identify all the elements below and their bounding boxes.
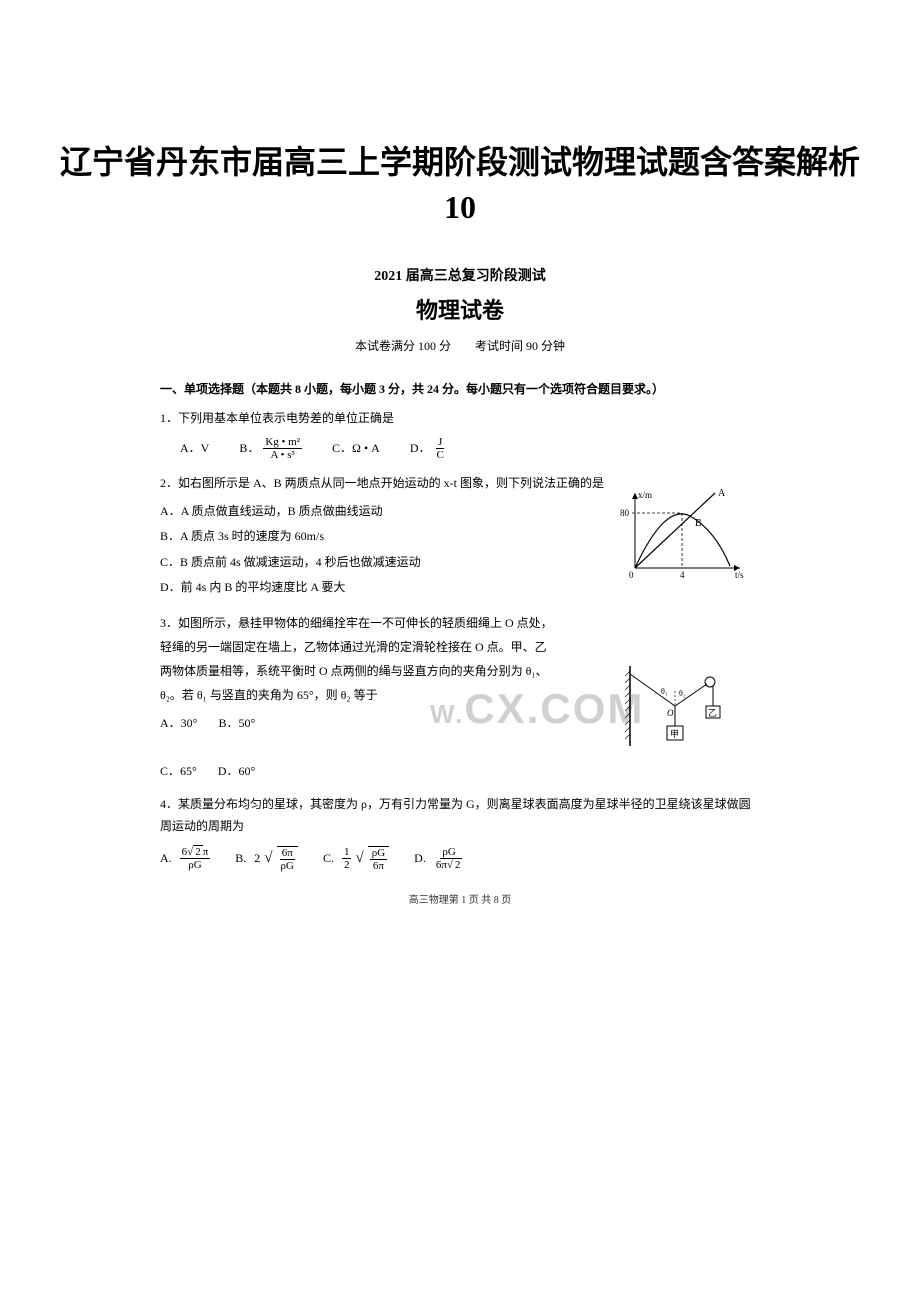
q1-option-d: D． J C [410,436,446,461]
q1-option-a: A．V [180,438,209,460]
q4-optd-den: 6π√2 [434,859,465,871]
q4-optb-frac: 6π ρG [277,846,298,872]
exam-score: 本试卷满分 100 分 [355,339,451,353]
q2-xlabel: t/s [735,570,744,578]
q1-optd-label: D． [410,438,431,460]
q1-optd-num: J [436,436,444,449]
exam-time: 考试时间 90 分钟 [475,339,565,353]
question-4: 4．某质量分布均匀的星球，其密度为 ρ，万有引力常量为 G，则离星球表面高度为星… [160,794,760,872]
q1-optb-fraction: Kg • m² A • s³ [263,436,302,461]
q4-options: A. 6√2π ρG B. 2 √ 6π ρG C. 12 [160,845,760,872]
exam-info: 本试卷满分 100 分 考试时间 90 分钟 [0,337,920,354]
q3-label-o: O [667,708,674,718]
q4-optb-num: 6π [280,847,295,860]
exam-subject: 物理试卷 [0,293,920,325]
q3-theta2: θ₂ [679,689,686,698]
q4-optb-expr: 2 [254,848,260,870]
q2-option-d: D．前 4s 内 B 的平均速度比 A 要大 [160,577,760,599]
q4-opta-label: A. [160,848,172,870]
q4-optc-frac: ρG 6π [368,846,389,872]
q3-theta1: θ₁ [661,687,668,696]
q4-option-c: C. 12 √ ρG 6π [323,845,389,872]
q2-graph: A B 80 4 0 x/m t/s [620,488,750,578]
exam-header: 2021 届高三总复习阶段测试 [0,265,920,285]
q1-optd-fraction: J C [434,436,445,461]
q4-opta-num: 6√2π [180,846,211,859]
q4-optc-half: 12 [342,846,352,871]
q4-optb-label: B. [235,848,246,870]
exam-meta: 2021 届高三总复习阶段测试 物理试卷 本试卷满分 100 分 考试时间 90… [0,265,920,354]
q3-option-c: C．65° [160,764,197,778]
q3-row2: C．65° D．60° [160,761,760,783]
q4-optc-den: 6π [371,860,386,872]
q2-label-a: A [718,488,726,499]
q4-optd-label: D. [414,848,426,870]
q4-optd-frac: ρG 6π√2 [434,846,465,871]
page-title: 辽宁省丹东市届高三上学期阶段测试物理试题含答案解析10 [0,0,920,240]
q4-option-b: B. 2 √ 6π ρG [235,845,298,872]
q1-option-b: B． Kg • m² A • s³ [239,436,302,461]
q4-optb-den: ρG [279,860,296,872]
q2-ylabel: x/m [638,490,652,500]
q1-text: 1．下列用基本单位表示电势差的单位正确是 [160,408,760,430]
q1-options: A．V B． Kg • m² A • s³ C．Ω • A D． J C [160,436,760,461]
q3-option-a: A．30° [160,716,197,730]
q1-optd-den: C [434,449,445,461]
q3-line1: 3．如图所示，悬挂甲物体的细绳拴牢在一不可伸长的轻质细绳上 O 点处， [160,611,760,635]
q4-opta-den: ρG [186,859,203,871]
q4-text: 4．某质量分布均匀的星球，其密度为 ρ，万有引力常量为 G，则离星球表面高度为星… [160,794,760,837]
q3-option-b: B．50° [218,716,255,730]
q1-optb-num: Kg • m² [263,436,302,449]
q4-option-a: A. 6√2π ρG [160,846,210,871]
section1-header: 一、单项选择题（本题共 8 小题，每小题 3 分，共 24 分。每小题只有一个选… [160,379,760,401]
q2-label-b: B [695,518,702,529]
q2-ytick: 80 [620,508,630,518]
q4-opta-frac: 6√2π ρG [180,846,211,871]
q4-optc-label: C. [323,848,334,870]
q3-option-d: D．60° [218,764,255,778]
question-3: 3．如图所示，悬挂甲物体的细绳拴牢在一不可伸长的轻质细绳上 O 点处， 轻绳的另… [160,611,760,782]
content-body: 一、单项选择题（本题共 8 小题，每小题 3 分，共 24 分。每小题只有一个选… [0,379,920,911]
q4-option-d: D. ρG 6π√2 [414,846,464,871]
q1-optb-label: B． [239,438,259,460]
q3-label-j: 甲 [670,729,679,739]
q3-graph: θ₁ θ₂ O 甲 乙 [625,666,735,751]
page-footer: 高三物理第 1 页 共 8 页 [160,892,760,910]
q4-optc-num: ρG [370,847,387,860]
question-2: 2．如右图所示是 A、B 两质点从同一地点开始运动的 x-t 图象，则下列说法正… [160,473,760,599]
q2-xtick: 4 [680,570,685,578]
svg-text:0: 0 [629,570,634,578]
q3-label-y: 乙 [708,708,717,718]
q1-option-c: C．Ω • A [332,438,380,460]
q3-line2: 轻绳的另一端固定在墙上，乙物体通过光滑的定滑轮栓接在 O 点。甲、乙 [160,635,760,659]
q1-optb-den: A • s³ [269,449,297,461]
question-1: 1．下列用基本单位表示电势差的单位正确是 A．V B． Kg • m² A • … [160,408,760,461]
